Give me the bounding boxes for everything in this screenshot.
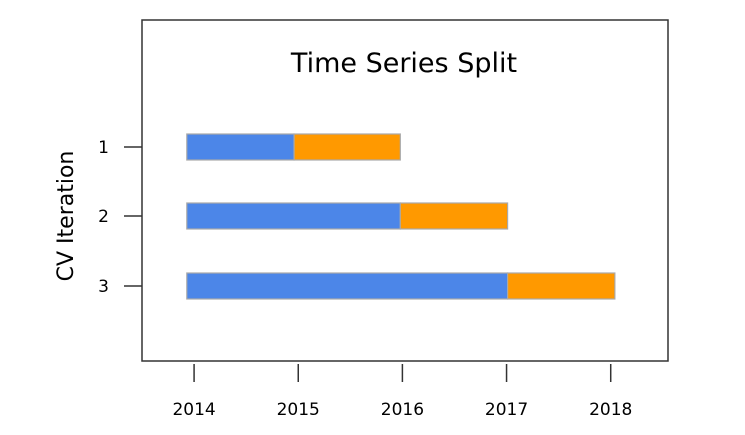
y-axis-label: CV Iteration xyxy=(54,151,79,282)
plot-frame xyxy=(141,19,669,362)
x-tick-label-2017: 2017 xyxy=(485,400,528,420)
x-ticks-layer: 2014 2015 2016 2017 2018 xyxy=(172,364,632,420)
x-tick-label-2014: 2014 xyxy=(172,400,215,420)
train-bar-1 xyxy=(186,133,295,161)
x-tick-label-2016: 2016 xyxy=(381,400,424,420)
chart-title: Time Series Split xyxy=(290,48,517,79)
x-tick-label-2015: 2015 xyxy=(277,400,320,420)
x-tick-label-2018: 2018 xyxy=(589,400,632,420)
train-bar-2 xyxy=(186,202,401,230)
y-tick-label-3: 3 xyxy=(98,277,109,297)
train-bar-3 xyxy=(186,272,509,300)
test-bar-1 xyxy=(293,133,401,161)
test-bar-3 xyxy=(506,272,616,300)
y-tick-label-1: 1 xyxy=(98,138,109,158)
test-bar-2 xyxy=(399,202,509,230)
y-ticks-layer: 1 2 3 xyxy=(98,138,142,297)
bars-layer xyxy=(186,133,616,300)
y-tick-label-2: 2 xyxy=(98,207,109,227)
